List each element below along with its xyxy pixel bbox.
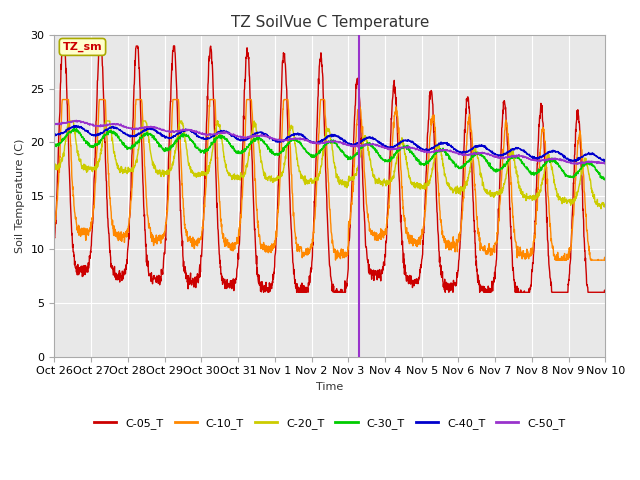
Legend: C-05_T, C-10_T, C-20_T, C-30_T, C-40_T, C-50_T: C-05_T, C-10_T, C-20_T, C-30_T, C-40_T, … — [90, 413, 570, 433]
Title: TZ SoilVue C Temperature: TZ SoilVue C Temperature — [230, 15, 429, 30]
Text: TZ_sm: TZ_sm — [63, 42, 102, 52]
Y-axis label: Soil Temperature (C): Soil Temperature (C) — [15, 139, 25, 253]
X-axis label: Time: Time — [316, 382, 344, 392]
